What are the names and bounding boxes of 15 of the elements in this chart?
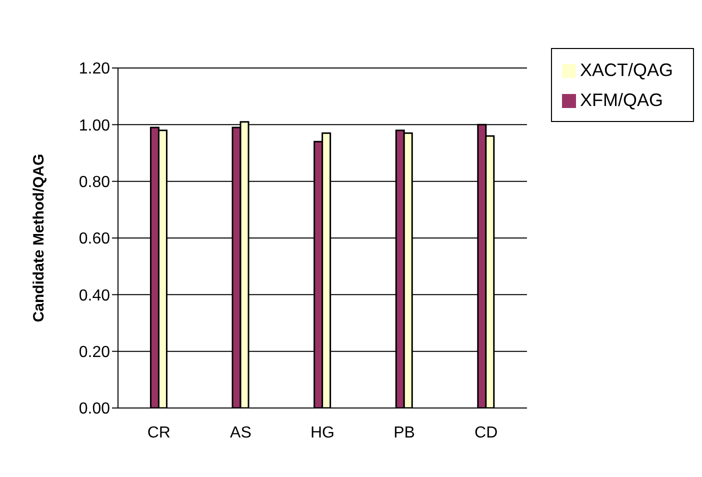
x-tick-label: CD [474,424,498,442]
legend-label: XFM/QAG [580,90,663,110]
y-tick-label: 0.80 [78,174,110,192]
y-axis-title: Candidate Method/QAG [30,154,48,322]
y-tick-label: 0.20 [78,344,110,362]
y-tick-label: 0.60 [78,230,110,248]
y-tick-label: 0.00 [78,400,110,418]
x-tick-label: HG [310,424,334,442]
y-tick-label: 1.20 [78,60,110,78]
y-tick-label: 0.40 [78,287,110,304]
y-tick-label: 1.00 [78,117,110,134]
legend-label: XACT/QAG [580,60,673,80]
x-tick-label: AS [230,424,252,442]
x-tick-label: PB [394,424,415,442]
x-tick-label: CR [147,424,170,442]
